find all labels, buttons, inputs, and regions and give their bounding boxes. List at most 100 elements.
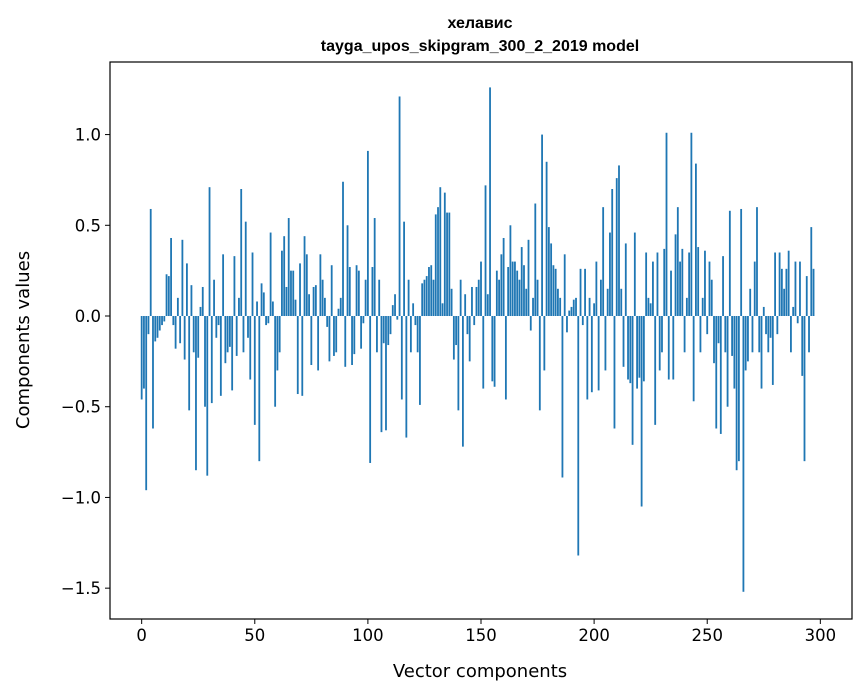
bar bbox=[317, 316, 320, 371]
bar bbox=[737, 316, 740, 462]
bar bbox=[509, 225, 512, 317]
bar bbox=[710, 279, 713, 317]
bar bbox=[265, 316, 267, 326]
bar bbox=[179, 316, 182, 344]
bar bbox=[240, 189, 243, 316]
bar bbox=[744, 316, 747, 371]
bar bbox=[568, 310, 571, 316]
bar bbox=[147, 316, 150, 335]
bar bbox=[518, 279, 521, 317]
bar bbox=[753, 261, 756, 317]
bar bbox=[769, 316, 772, 338]
bar bbox=[679, 261, 681, 317]
bar bbox=[281, 250, 283, 317]
bar bbox=[701, 297, 704, 316]
bar bbox=[740, 208, 743, 317]
bar bbox=[459, 279, 462, 317]
bar bbox=[514, 261, 516, 317]
bar bbox=[588, 297, 591, 316]
bar bbox=[468, 316, 471, 362]
plot-area-frame bbox=[109, 61, 853, 620]
bar bbox=[624, 243, 627, 316]
x-tick-label: 50 bbox=[244, 626, 265, 645]
bar bbox=[226, 316, 229, 353]
bar bbox=[606, 288, 609, 316]
bar bbox=[360, 316, 363, 349]
bar bbox=[500, 254, 503, 317]
bar bbox=[421, 283, 424, 317]
bar bbox=[620, 288, 623, 316]
bar bbox=[735, 316, 738, 471]
x-tick-label: 300 bbox=[805, 626, 837, 645]
y-axis-ticks: −1.5 −1.0 −0.5 0.0 0.5 1.0 bbox=[61, 126, 110, 598]
bar bbox=[267, 316, 270, 324]
bar bbox=[767, 316, 770, 353]
bar bbox=[726, 316, 729, 407]
bar bbox=[473, 316, 476, 326]
bar bbox=[382, 316, 385, 344]
bar bbox=[731, 316, 734, 356]
bar bbox=[439, 187, 442, 317]
bar bbox=[504, 316, 507, 400]
bar bbox=[529, 316, 532, 331]
bar bbox=[599, 279, 602, 317]
bar bbox=[242, 316, 245, 353]
bar bbox=[443, 192, 446, 316]
bar bbox=[324, 297, 326, 316]
bar bbox=[423, 279, 426, 317]
bar bbox=[357, 270, 360, 317]
bar bbox=[486, 294, 489, 316]
bar bbox=[665, 132, 668, 317]
bar bbox=[719, 316, 722, 434]
bar bbox=[217, 316, 220, 326]
bar bbox=[523, 265, 525, 317]
bar bbox=[394, 294, 396, 316]
bar bbox=[812, 268, 815, 316]
bar bbox=[330, 265, 333, 317]
bar bbox=[249, 316, 252, 380]
bar bbox=[765, 316, 767, 335]
bar bbox=[649, 303, 652, 317]
bar bbox=[541, 134, 543, 316]
bar bbox=[749, 288, 752, 316]
bar bbox=[613, 316, 616, 429]
bar bbox=[369, 316, 372, 463]
bar bbox=[342, 181, 344, 317]
bar bbox=[154, 316, 157, 342]
bar bbox=[152, 316, 154, 429]
bar bbox=[333, 316, 335, 356]
y-tick-label: 1.0 bbox=[75, 126, 101, 145]
bar bbox=[290, 270, 292, 317]
bar bbox=[527, 239, 530, 316]
bar bbox=[663, 248, 666, 317]
bar bbox=[387, 316, 390, 346]
bar bbox=[704, 250, 706, 317]
bar bbox=[595, 261, 598, 317]
y-tick-label: −0.5 bbox=[61, 398, 101, 417]
x-tick-label: 250 bbox=[691, 626, 723, 645]
bar bbox=[335, 316, 338, 353]
bar bbox=[656, 252, 659, 316]
bar bbox=[690, 132, 693, 317]
bar bbox=[559, 297, 562, 316]
bar bbox=[493, 316, 496, 387]
bar bbox=[805, 276, 808, 317]
bar bbox=[563, 254, 566, 317]
bar bbox=[199, 306, 202, 316]
bar bbox=[570, 306, 573, 316]
bar bbox=[247, 316, 249, 338]
bar bbox=[695, 163, 697, 316]
bar bbox=[224, 316, 227, 364]
bar bbox=[181, 239, 184, 316]
bar bbox=[629, 316, 632, 384]
bar bbox=[480, 261, 482, 317]
bar bbox=[618, 165, 620, 317]
bar bbox=[262, 292, 265, 317]
bar bbox=[622, 316, 625, 367]
bar bbox=[774, 252, 776, 316]
bar bbox=[697, 247, 700, 316]
bar bbox=[545, 161, 548, 317]
bar bbox=[219, 316, 222, 396]
y-tick-label: 0.5 bbox=[75, 216, 101, 235]
x-tick-label: 200 bbox=[578, 626, 610, 645]
